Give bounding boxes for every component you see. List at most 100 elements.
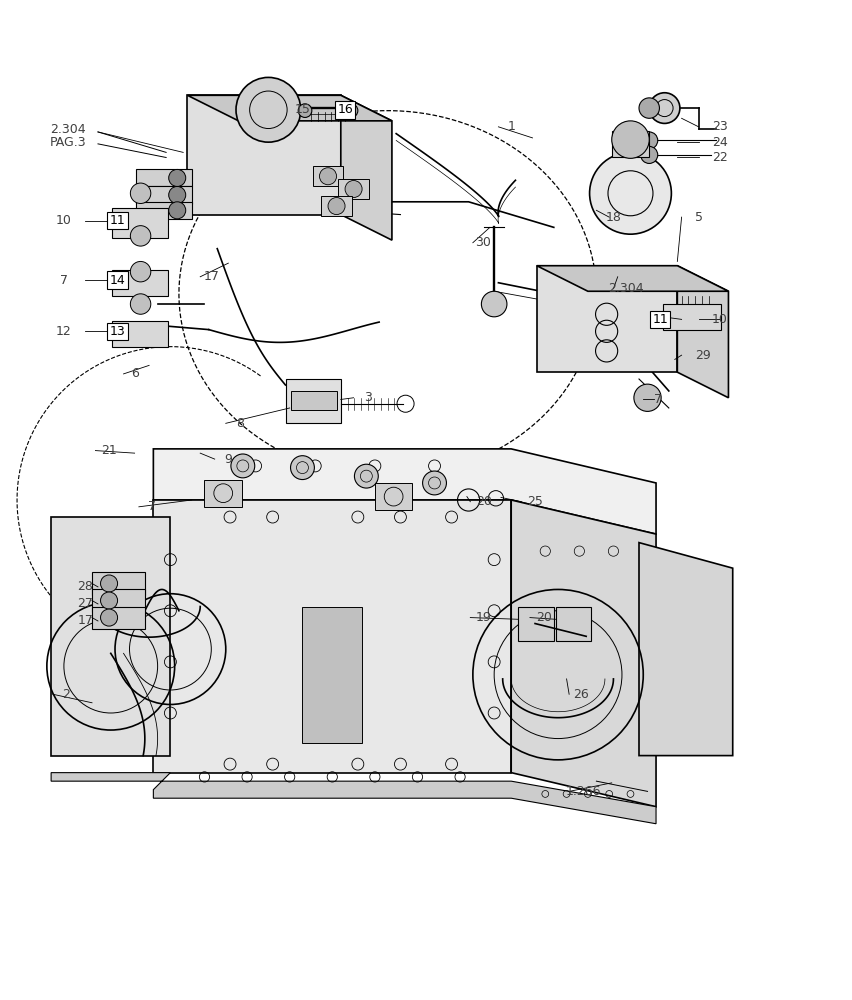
Polygon shape [537, 266, 728, 291]
Bar [112, 321, 168, 347]
Circle shape [649, 93, 680, 123]
Bar [338, 179, 369, 199]
Text: 17: 17 [78, 614, 93, 627]
Circle shape [634, 384, 661, 411]
Text: 27: 27 [78, 597, 93, 610]
Text: 3: 3 [364, 391, 372, 404]
Polygon shape [51, 517, 170, 756]
Text: 20: 20 [476, 495, 492, 508]
Circle shape [320, 168, 337, 185]
Text: 11: 11 [110, 214, 125, 227]
Polygon shape [153, 449, 656, 534]
Text: 14: 14 [110, 274, 125, 287]
Bar [321, 196, 352, 216]
Circle shape [612, 121, 649, 158]
Circle shape [101, 575, 118, 592]
Circle shape [344, 104, 358, 117]
Text: 21: 21 [101, 444, 117, 457]
Circle shape [423, 471, 446, 495]
Polygon shape [187, 95, 392, 121]
Bar [92, 589, 145, 612]
Circle shape [169, 202, 186, 219]
Circle shape [130, 294, 151, 314]
Polygon shape [677, 266, 728, 398]
Text: 11: 11 [653, 313, 668, 326]
Text: 1: 1 [507, 120, 515, 133]
Circle shape [231, 454, 255, 478]
Bar [375, 483, 412, 510]
Circle shape [130, 261, 151, 282]
Bar [204, 480, 242, 507]
Bar [518, 606, 554, 641]
Text: 10: 10 [56, 214, 72, 227]
Circle shape [641, 146, 658, 163]
Circle shape [236, 77, 301, 142]
Circle shape [101, 609, 118, 626]
Text: 30: 30 [475, 236, 491, 249]
Text: 18: 18 [606, 211, 621, 224]
Bar [136, 169, 192, 186]
Circle shape [291, 456, 314, 480]
Text: 23: 23 [712, 120, 728, 133]
Circle shape [639, 98, 659, 118]
Polygon shape [537, 266, 677, 372]
Circle shape [590, 152, 671, 234]
Bar [302, 606, 362, 743]
Circle shape [354, 464, 378, 488]
Text: 24: 24 [712, 136, 728, 149]
Text: 12: 12 [56, 325, 72, 338]
Bar [291, 391, 337, 410]
Bar [92, 606, 145, 629]
Bar [313, 166, 343, 186]
Bar [92, 572, 145, 595]
Text: 8: 8 [236, 417, 245, 430]
Text: 9: 9 [224, 453, 233, 466]
Circle shape [345, 181, 362, 198]
Polygon shape [639, 543, 733, 756]
Text: 2.304: 2.304 [608, 282, 644, 295]
Text: 2: 2 [62, 688, 71, 701]
Circle shape [169, 186, 186, 204]
Text: 22: 22 [712, 151, 728, 164]
Text: 5: 5 [694, 211, 703, 224]
Text: 17: 17 [204, 270, 219, 283]
Bar [612, 131, 649, 157]
Text: 28: 28 [78, 580, 93, 593]
Text: 1.266: 1.266 [566, 785, 602, 798]
Text: 7: 7 [147, 500, 156, 513]
Circle shape [130, 183, 151, 204]
Text: 7: 7 [653, 393, 662, 406]
Text: 16: 16 [337, 103, 353, 116]
Bar [286, 379, 341, 423]
Bar [112, 270, 168, 296]
Circle shape [298, 104, 312, 117]
Text: 6: 6 [130, 367, 139, 380]
Circle shape [101, 592, 118, 609]
Text: 19: 19 [476, 611, 492, 624]
Polygon shape [153, 500, 511, 773]
Polygon shape [51, 773, 656, 824]
Text: 25: 25 [527, 495, 543, 508]
Bar [136, 186, 192, 204]
Circle shape [130, 226, 151, 246]
Circle shape [169, 169, 186, 186]
Polygon shape [187, 95, 341, 215]
Polygon shape [511, 500, 656, 807]
Text: 7: 7 [60, 274, 68, 287]
Text: 10: 10 [712, 313, 728, 326]
Text: 29: 29 [695, 349, 711, 362]
Bar [136, 202, 192, 219]
Text: 15: 15 [295, 103, 310, 116]
Text: 2.304: 2.304 [50, 123, 86, 136]
Polygon shape [341, 95, 392, 240]
Text: PAG.3: PAG.3 [50, 136, 86, 149]
Text: 20: 20 [536, 611, 551, 624]
Circle shape [481, 291, 507, 317]
Circle shape [641, 132, 658, 149]
Circle shape [328, 198, 345, 215]
Bar [112, 208, 168, 238]
Bar [663, 304, 721, 330]
Text: 13: 13 [110, 325, 125, 338]
Bar [556, 606, 591, 641]
Text: 26: 26 [573, 688, 589, 701]
